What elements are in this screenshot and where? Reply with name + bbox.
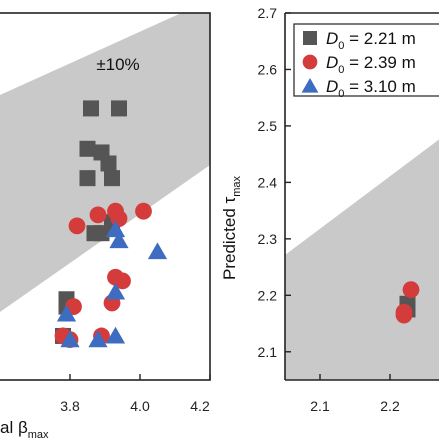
left-point-triangle — [105, 326, 126, 344]
left-point-triangle — [147, 242, 168, 260]
left-x-ticks: 3.8 4.0 4.2 — [60, 374, 211, 414]
legend: D0 = 2.21 mD0 = 2.39 mD0 = 3.10 m — [293, 23, 439, 100]
legend-box — [293, 23, 439, 97]
right-data-marks — [395, 281, 420, 324]
left-x-tick-label: 4.2 — [190, 398, 210, 414]
legend-label: D0 = 3.10 m — [326, 77, 416, 100]
left-point-circle — [68, 217, 86, 235]
right-y-tick-label: 2.1 — [258, 344, 278, 360]
left-panel: ±10% 3.8 4.0 4.2 al βmax — [0, 12, 211, 439]
left-point-triangle — [56, 304, 77, 322]
right-y-tick-label: 2.4 — [258, 174, 278, 190]
right-y-tick-label: 2.6 — [258, 61, 278, 77]
left-point-triangle — [105, 220, 126, 238]
left-x-axis-title: al βmax — [0, 418, 49, 439]
left-point-circle — [89, 206, 107, 224]
right-y-tick-label: 2.3 — [258, 231, 278, 247]
left-x-tick-label: 4.0 — [130, 398, 150, 414]
legend-marker-triangle — [301, 77, 319, 93]
right-point-circle — [395, 306, 413, 324]
right-y-tick-label: 2.5 — [258, 118, 278, 134]
left-point-circle — [114, 272, 131, 290]
left-point-square — [79, 140, 96, 157]
right-y-ticks: 2.1 2.2 2.3 2.4 2.5 2.6 2.7 — [258, 5, 291, 360]
left-point-triangle — [88, 330, 108, 348]
left-annotation: ±10% — [96, 55, 139, 74]
left-point-square — [104, 170, 120, 187]
left-point-square — [83, 100, 99, 117]
right-y-tick-label: 2.7 — [258, 5, 278, 21]
left-point-circle — [110, 210, 128, 227]
left-point-triangle — [60, 330, 80, 348]
right-x-tick-label: 2.1 — [310, 398, 330, 414]
left-data-marks — [54, 100, 168, 349]
left-x-tick-label: 3.8 — [60, 398, 80, 414]
right-y-tick-label: 2.2 — [258, 287, 278, 303]
left-point-circle — [135, 202, 152, 220]
right-point-circle — [402, 281, 420, 299]
left-point-triangle — [105, 282, 126, 300]
legend-marker-square — [303, 31, 317, 45]
legend-marker-circle — [302, 54, 318, 70]
right-panel: 2.1 2.2 2.3 2.4 2.5 2.6 2.7 2.1 2.2 Predicted τ… — [220, 5, 439, 414]
left-point-square — [93, 144, 110, 161]
right-error-band — [285, 139, 439, 380]
legend-label: D0 = 2.21 m — [326, 29, 416, 52]
right-x-tick-label: 2.2 — [380, 398, 400, 414]
left-point-square — [79, 170, 96, 187]
legend-label: D0 = 2.39 m — [326, 53, 416, 76]
right-y-axis-title: Predicted τmax — [220, 175, 243, 280]
right-x-ticks: 2.1 2.2 — [310, 374, 400, 414]
left-point-triangle — [109, 231, 129, 249]
left-point-square — [111, 100, 127, 117]
left-plot-frame — [0, 12, 211, 381]
